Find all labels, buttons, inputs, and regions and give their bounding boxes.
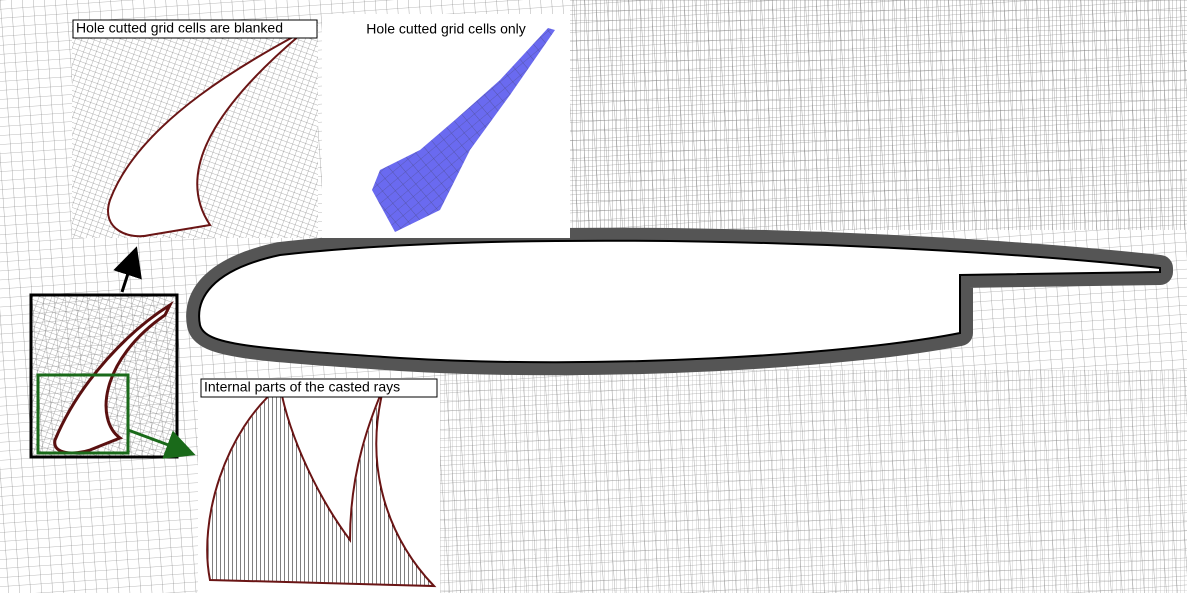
inset-label: Internal parts of the casted rays (204, 379, 400, 395)
inset-cells: Hole cutted grid cells only (322, 14, 570, 238)
inset-blanked: Hole cutted grid cells are blanked (72, 20, 318, 238)
inset-label: Hole cutted grid cells are blanked (76, 20, 283, 36)
mesh-dense (570, 0, 1187, 230)
inset-label: Hole cutted grid cells only (366, 21, 526, 37)
inset-rays: Internal parts of the casted rays (198, 378, 440, 593)
mesh-dense (440, 370, 1187, 593)
figure: Hole cutted grid cells are blanked Hole … (0, 0, 1187, 593)
